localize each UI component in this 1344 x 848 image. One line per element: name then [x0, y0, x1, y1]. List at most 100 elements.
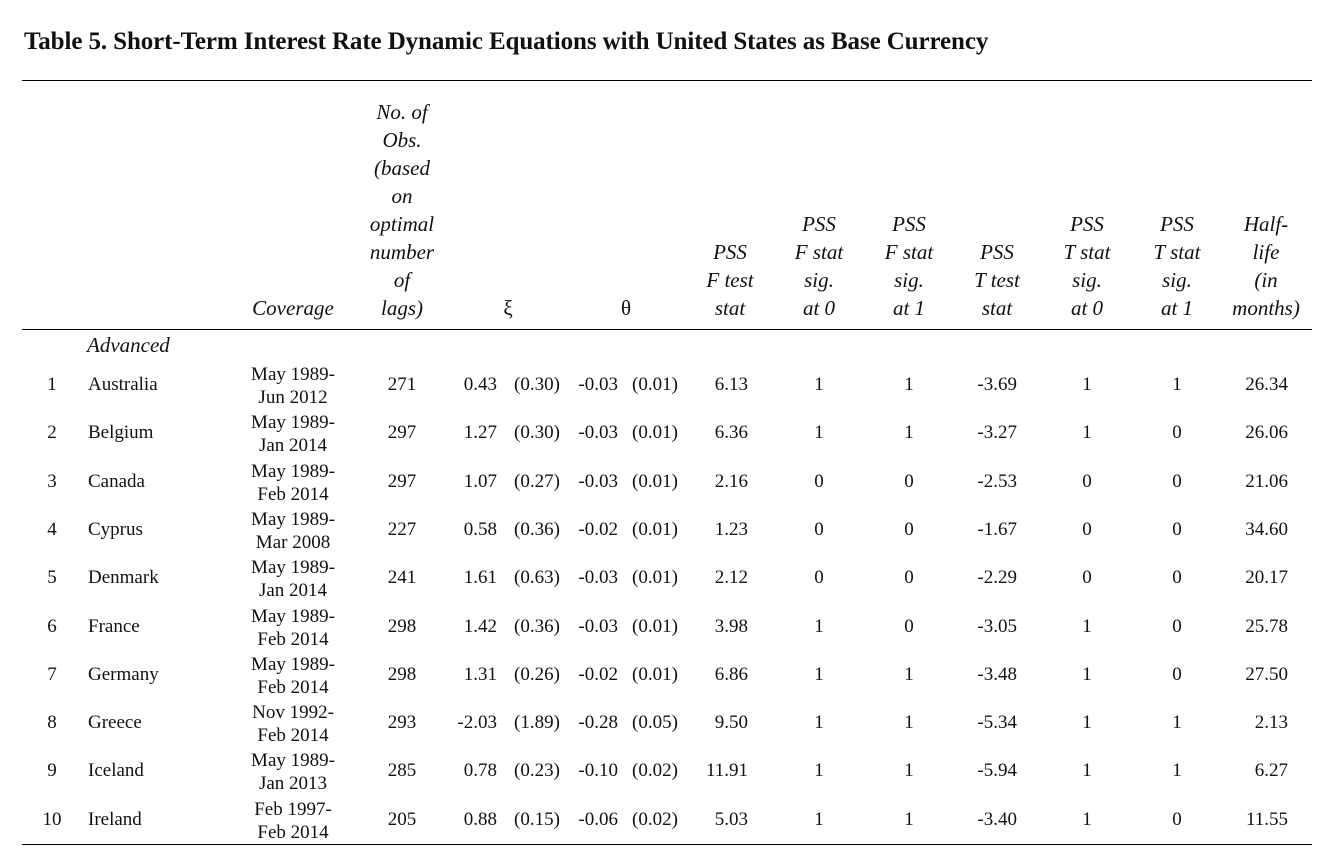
cell-t: -3.69 [977, 374, 1017, 395]
cell-theta: -0.06 [578, 808, 618, 830]
header-pss-f-sig-1-line: sig. [894, 268, 924, 292]
cell-xi-se: (0.63) [514, 567, 560, 589]
header-pss-t-sig-0: PSS T stat sig. at 0 [1047, 210, 1127, 322]
cell-f0: 1 [814, 374, 824, 395]
cell-country: Denmark [88, 567, 159, 589]
header-obs-line: (based [374, 156, 430, 180]
cell-xi: 0.88 [463, 808, 497, 830]
header-half-life-line: (in [1254, 268, 1278, 292]
cell-coverage: May 1989- Jan 2014 [233, 556, 353, 602]
header-pss-t-sig-1-line: at 1 [1160, 296, 1194, 320]
cell-obs: 205 [387, 808, 417, 830]
cell-obs: 293 [387, 712, 417, 734]
header-half-life: Half-life (in months) [1221, 210, 1311, 322]
cell-xi: 0.78 [463, 760, 497, 782]
coverage-end: Jun 2012 [258, 387, 328, 408]
cell-theta: -0.28 [578, 712, 618, 734]
cell-hl: 25.78 [1245, 615, 1288, 637]
cell-f: 9.50 [714, 712, 748, 734]
cell-obs: 297 [387, 470, 417, 492]
cell-xi: 1.61 [463, 567, 497, 589]
cell-num: 4 [47, 518, 57, 540]
cell-f0: 1 [814, 422, 824, 444]
cell-xi-se: (0.30) [514, 422, 560, 444]
header-pss-f-sig-0-line: PSS [802, 212, 836, 236]
header-theta: θ [606, 294, 646, 322]
cell-t: -3.48 [977, 663, 1017, 685]
cell-num: 10 [42, 808, 62, 830]
cell-hl: 21.06 [1245, 470, 1288, 492]
header-pss-t-test-line: T test [974, 268, 1020, 292]
cell-xi-se: (0.36) [514, 615, 560, 637]
cell-xi-se: (0.27) [514, 470, 560, 492]
cell-t: -3.27 [977, 422, 1017, 444]
cell-coverage: Nov 1992- Feb 2014 [233, 701, 353, 747]
cell-country: Canada [88, 470, 145, 492]
header-pss-t-sig-0-line: sig. [1072, 268, 1102, 292]
header-obs: No. of Obs. (based on optimal number of lags) [352, 98, 452, 322]
cell-t0: 1 [1082, 374, 1092, 395]
cell-f1: 0 [904, 615, 914, 637]
header-obs-line: Obs. [382, 128, 422, 152]
header-pss-f-sig-0-line: sig. [804, 268, 834, 292]
header-pss-t-test-line: PSS [980, 240, 1014, 264]
cell-t1: 0 [1172, 567, 1182, 589]
cell-coverage: May 1989- Jun 2012 [233, 363, 353, 409]
cell-country: Ireland [88, 808, 142, 830]
cell-coverage: May 1989- Feb 2014 [233, 605, 353, 651]
cell-f: 11.91 [705, 760, 748, 782]
cell-f1: 1 [904, 663, 914, 685]
cell-obs: 227 [387, 518, 417, 540]
cell-obs: 298 [387, 615, 417, 637]
cell-coverage: May 1989- Feb 2014 [233, 460, 353, 506]
header-pss-f-test: PSS F test stat [690, 238, 770, 322]
cell-t0: 1 [1082, 422, 1092, 444]
header-pss-f-sig-1: PSS F stat sig. at 1 [869, 210, 949, 322]
coverage-start: Feb 1997- [254, 798, 332, 820]
cell-t1: 0 [1172, 663, 1182, 685]
header-obs-line: on [391, 184, 413, 208]
cell-theta-se: (0.01) [632, 663, 678, 685]
header-pss-t-sig-1-line: T stat [1153, 240, 1201, 264]
cell-num: 1 [47, 374, 57, 395]
table-title: Table 5. Short-Term Interest Rate Dynami… [24, 28, 989, 55]
cell-obs: 285 [387, 760, 417, 782]
cell-country: Belgium [88, 422, 154, 444]
cell-theta: -0.02 [578, 663, 618, 685]
cell-f0: 1 [814, 712, 824, 734]
cell-xi: 1.27 [463, 422, 497, 444]
cell-coverage: Feb 1997- Feb 2014 [233, 798, 353, 844]
cell-num: 6 [47, 615, 57, 637]
cell-theta-se: (0.01) [632, 422, 678, 444]
cell-hl: 27.50 [1245, 663, 1288, 685]
coverage-end: Feb 2014 [257, 725, 329, 747]
cell-hl: 20.17 [1245, 567, 1288, 589]
cell-theta: -0.03 [578, 422, 618, 444]
cell-hl: 34.60 [1245, 518, 1288, 540]
cell-f: 5.03 [714, 808, 748, 830]
coverage-start: May 1989- [251, 364, 335, 385]
cell-theta: -0.03 [578, 374, 618, 395]
coverage-start: May 1989- [251, 653, 335, 675]
coverage-end: Jan 2013 [258, 773, 328, 795]
cell-t0: 1 [1082, 712, 1092, 734]
header-coverage-line: Coverage [252, 296, 334, 320]
cell-t0: 0 [1082, 518, 1092, 540]
cell-coverage: May 1989- Mar 2008 [233, 508, 353, 554]
bottom-rule [22, 844, 1312, 845]
cell-obs: 298 [387, 663, 417, 685]
cell-xi: 1.42 [463, 615, 497, 637]
coverage-end: Feb 2014 [257, 676, 329, 698]
coverage-end: Jan 2014 [258, 435, 328, 457]
coverage-end: Feb 2014 [257, 483, 329, 505]
coverage-start: May 1989- [251, 557, 335, 579]
cell-theta-se: (0.01) [632, 615, 678, 637]
header-pss-t-sig-1: PSS T stat sig. at 1 [1137, 210, 1217, 322]
coverage-start: Nov 1992- [252, 702, 334, 724]
cell-theta: -0.03 [578, 567, 618, 589]
header-pss-f-sig-0-line: at 0 [802, 296, 836, 320]
cell-theta: -0.02 [578, 518, 618, 540]
header-pss-f-test-line: PSS [713, 240, 747, 264]
header-obs-line: of [393, 268, 411, 292]
header-pss-t-sig-0-line: T stat [1063, 240, 1111, 264]
